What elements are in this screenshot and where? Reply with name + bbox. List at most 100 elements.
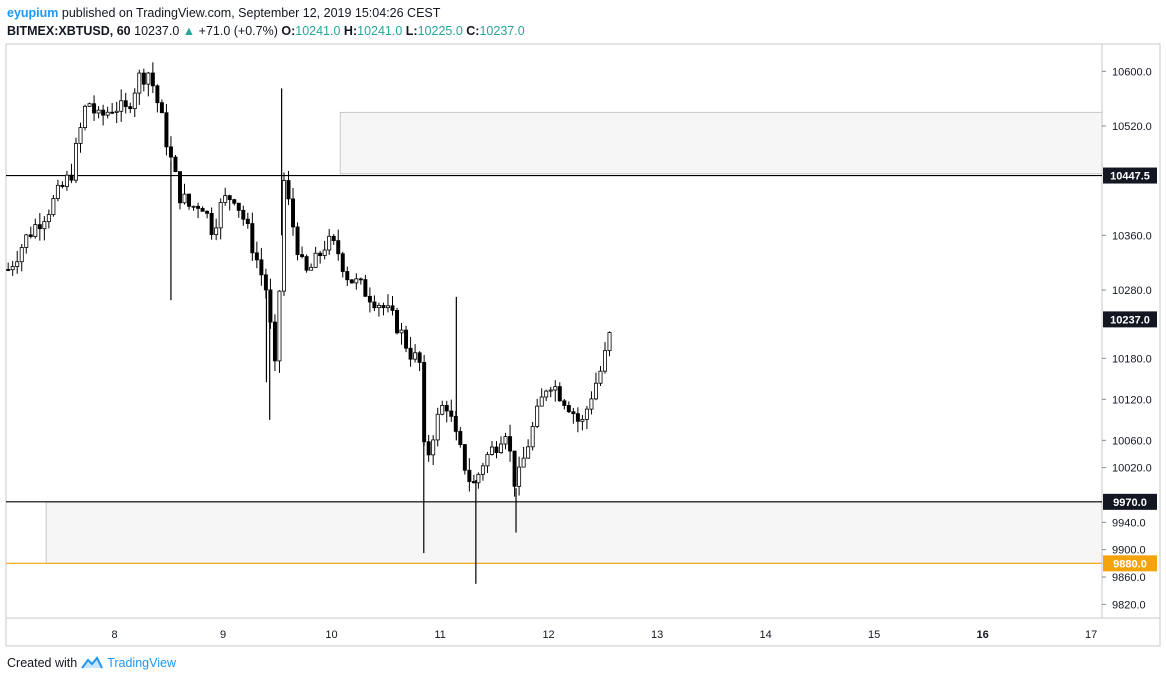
symbol-label: BITMEX:XBTUSD, 60 — [7, 24, 131, 38]
y-tick-label-0: 10600.0 — [1112, 66, 1152, 78]
candle-body-93 — [426, 441, 431, 456]
candle-body-1 — [10, 266, 15, 271]
candle-body-25 — [119, 100, 124, 112]
candle-body-39 — [182, 193, 187, 204]
candle-body-114 — [521, 457, 526, 468]
close-label: C: — [466, 24, 480, 38]
candle-body-81 — [372, 301, 377, 309]
candle-body-38 — [178, 171, 182, 204]
candle-body-55 — [254, 252, 259, 261]
candle-body-101 — [462, 444, 467, 471]
y-tick-label-5: 10120.0 — [1112, 394, 1152, 406]
open-value: 10241.0 — [295, 24, 341, 38]
high-value: 10241.0 — [357, 24, 403, 38]
candle-body-3 — [19, 247, 24, 263]
candle-body-7 — [37, 224, 42, 230]
candle-body-19 — [92, 103, 97, 114]
low-label: L: — [405, 24, 418, 38]
candle-body-48 — [223, 195, 228, 203]
candle-body-66 — [304, 256, 309, 271]
candle-body-37 — [173, 156, 178, 173]
candle-body-123 — [562, 400, 567, 406]
chart-header: eyupium published on TradingView.com, Se… — [7, 4, 525, 40]
price-label-bg-3 — [1103, 555, 1157, 572]
price-label-bg-1 — [1103, 311, 1157, 328]
candle-body-31 — [146, 72, 151, 85]
price-label-bg-2 — [1103, 493, 1157, 510]
candle-body-84 — [385, 305, 390, 309]
open-label: O: — [281, 24, 296, 38]
candle-body-9 — [46, 214, 51, 223]
price-label-bg-0 — [1103, 167, 1157, 184]
candle-body-80 — [367, 295, 372, 303]
candle-body-77 — [354, 278, 359, 284]
published-text: published on TradingView.com, September … — [61, 6, 441, 20]
candle-body-112 — [512, 450, 517, 487]
candle-body-56 — [259, 259, 264, 276]
candle-body-6 — [33, 224, 38, 237]
candle-body-8 — [42, 221, 47, 230]
last-price: 10237.0 — [134, 24, 180, 38]
y-tick-label-3: 10280.0 — [1112, 285, 1152, 297]
candle-body-5 — [28, 234, 33, 237]
candle-body-20 — [96, 109, 101, 114]
publish-line: eyupium published on TradingView.com, Se… — [7, 4, 525, 22]
candle-body-4 — [24, 234, 29, 248]
candle-body-28 — [132, 92, 137, 110]
up-arrow-icon: ▲ — [182, 24, 196, 38]
created-with-text: Created with — [7, 656, 78, 670]
candle-body-0 — [6, 269, 11, 271]
candle-body-117 — [535, 405, 540, 427]
tradingview-brand[interactable]: TradingView — [107, 656, 176, 670]
zone-0 — [339, 111, 1103, 175]
candle-body-73 — [336, 240, 341, 255]
y-tick-label-9: 9900.0 — [1112, 545, 1146, 557]
candle-body-17 — [83, 105, 88, 129]
y-tick-label-7: 10020.0 — [1112, 463, 1152, 475]
candle-body-47 — [218, 202, 223, 229]
candle-body-118 — [539, 396, 544, 407]
candle-body-16 — [78, 127, 83, 144]
candle-body-60 — [277, 290, 282, 362]
y-tick-label-1: 10520.0 — [1112, 121, 1152, 133]
y-tick-label-4: 10180.0 — [1112, 353, 1152, 365]
candle-body-61 — [281, 180, 286, 292]
y-tick-label-8: 9940.0 — [1112, 517, 1146, 529]
author-name[interactable]: eyupium — [7, 6, 59, 20]
candle-body-14 — [69, 174, 74, 181]
candle-body-62 — [286, 180, 291, 200]
candle-body-23 — [110, 111, 115, 114]
price-label-2: 9970.0 — [1113, 497, 1147, 509]
x-tick-label-7: 15 — [868, 629, 880, 641]
price-change: +71.0 (+0.7%) — [198, 24, 278, 38]
candle-body-76 — [349, 279, 354, 284]
candle-body-11 — [55, 184, 60, 199]
candle-body-124 — [566, 405, 571, 413]
candle-body-106 — [485, 454, 490, 467]
x-tick-label-9: 17 — [1085, 629, 1097, 641]
candle-body-82 — [376, 305, 381, 309]
price-label-1: 10237.0 — [1110, 314, 1150, 326]
candle-body-53 — [245, 218, 250, 224]
candle-body-120 — [548, 389, 553, 392]
candle-body-110 — [503, 436, 508, 445]
tradingview-logo-icon — [81, 656, 104, 669]
candle-body-15 — [74, 143, 78, 181]
candle-body-108 — [494, 446, 499, 454]
candle-body-72 — [331, 235, 336, 242]
y-tick-label-10: 9860.0 — [1112, 572, 1146, 584]
candle-body-109 — [499, 443, 503, 454]
candle-body-32 — [150, 72, 155, 87]
candle-body-74 — [340, 253, 345, 272]
candle-body-27 — [128, 106, 133, 110]
candle-body-75 — [345, 271, 350, 281]
y-tick-label-11: 9820.0 — [1112, 599, 1146, 611]
candle-body-13 — [64, 174, 69, 187]
candle-body-94 — [431, 439, 436, 456]
footer: Created with TradingView — [7, 656, 176, 670]
candle-body-96 — [440, 405, 445, 415]
candle-body-87 — [399, 329, 404, 334]
zone-1 — [45, 501, 1103, 564]
candle-body-63 — [291, 198, 296, 228]
